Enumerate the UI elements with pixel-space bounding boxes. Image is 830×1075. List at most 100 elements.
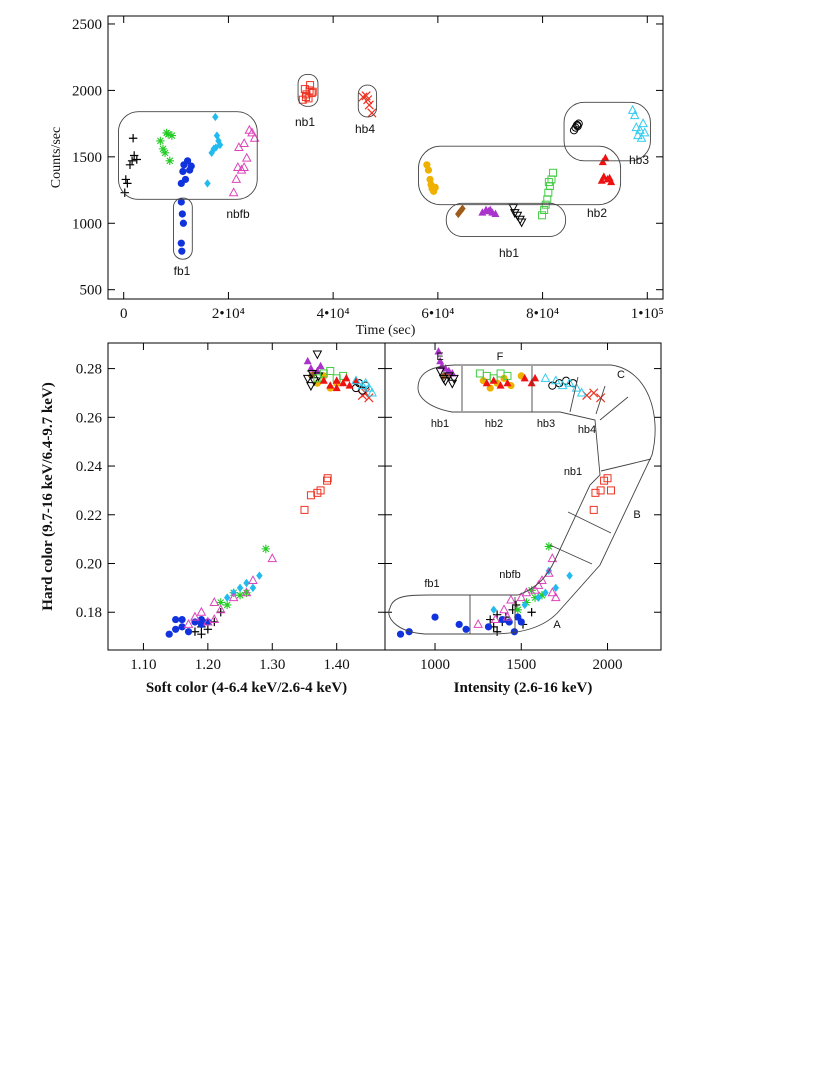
color-color-data-point [191, 618, 199, 626]
color-color-data-point [216, 598, 225, 607]
panel-lightcurve: 0 2•10⁴ 4•10⁴ 6•10⁴ 8•10⁴ 1•10⁵ 500 1000 1500 200… [49, 15, 664, 338]
lightcurve-frame [107, 15, 664, 300]
lightcurve-data-point [183, 157, 192, 165]
lightcurve-data-point [127, 156, 137, 166]
lightcurve-data-point [516, 218, 527, 228]
hardness-intensity-data-point [540, 372, 551, 382]
lightcurve-data-point [216, 140, 224, 150]
hardness-intensity-data-point [484, 623, 493, 631]
color-color-data-point [367, 387, 377, 397]
lightcurve-data-point [301, 93, 310, 102]
region-box-hb2 [418, 145, 622, 206]
color-color-data-point [302, 374, 313, 384]
color-color-data-point [209, 597, 220, 606]
lightcurve-data-point [627, 104, 638, 114]
hardness-intensity-series-s11 [435, 367, 459, 389]
color-color-data-point [256, 571, 263, 580]
lightcurve-x-tick-label: 1•10⁵ [631, 306, 664, 322]
lightcurve-data-point [544, 178, 553, 187]
color-color-y-axis-label: Hard color (9.7-16 keV/6.4-9.7 keV) [40, 382, 56, 610]
z-track-divider [595, 385, 606, 415]
hardness-intensity-data-point [510, 628, 518, 636]
panel-color-color: 1.10 1.20 1.30 1.40 0.18 0.20 0.22 0.24 0.26 0.28… [40, 342, 386, 696]
color-color-data-point [345, 381, 354, 389]
color-color-data-point [190, 627, 200, 636]
lightcurve-data-point [424, 166, 433, 174]
lightcurve-x-tick-label: 2•10⁴ [212, 306, 245, 322]
lightcurve-data-point [179, 219, 187, 227]
hardness-intensity-data-point [589, 388, 599, 398]
lightcurve-data-point [158, 144, 168, 154]
lightcurve-y-tick-label: 1000 [72, 216, 102, 232]
color-color-x-tick-label: 1.10 [130, 657, 156, 673]
color-color-data-point [332, 383, 341, 392]
color-color-data-point [326, 381, 335, 389]
color-color-data-point [236, 583, 244, 593]
hardness-intensity-data-point [502, 611, 513, 621]
color-color-data-point [326, 367, 335, 376]
lightcurve-y-axis-label: Counts/sec [49, 127, 64, 188]
hardness-intensity-frame [384, 342, 662, 651]
lightcurve-series-s10 [478, 205, 500, 217]
lightcurve-data-point [178, 247, 186, 255]
lightcurve-data-point [178, 210, 186, 218]
hardness-intensity-data-point [603, 474, 612, 483]
color-color-x-tick-label: 1.20 [195, 657, 221, 673]
region-label-nb1: nb1 [295, 115, 315, 129]
color-color-y-tick-label: 0.26 [76, 410, 103, 426]
color-color-data-point [235, 590, 245, 600]
lightcurve-data-point [181, 175, 190, 184]
region-box-nbfb [118, 111, 258, 200]
color-color-data-point [323, 476, 332, 485]
hardness-intensity-data-point [486, 384, 494, 392]
region-label-hb3: hb3 [629, 153, 649, 167]
region-label-hb4: hb4 [355, 122, 375, 136]
lightcurve-data-point [478, 208, 487, 216]
color-color-data-point [342, 373, 351, 382]
hardness-intensity-data-point [550, 592, 561, 602]
lightcurve-data-point [486, 205, 495, 213]
color-color-series-s14 [319, 373, 361, 392]
hardness-intensity-data-point [547, 587, 558, 597]
lightcurve-x-axis-label: Time (sec) [356, 323, 416, 338]
color-color-y-tick-label: 0.20 [76, 557, 102, 573]
lightcurve-series-s11 [508, 203, 527, 228]
lightcurve-data-point [455, 209, 462, 219]
lightcurve-series-s9 [455, 204, 466, 219]
hardness-intensity-series-s7 [582, 388, 606, 403]
color-color-series-s1 [190, 608, 225, 639]
z-track-label-hb3: hb3 [537, 418, 555, 430]
lightcurve-x-tick-label: 4•10⁴ [317, 306, 350, 322]
lightcurve-data-point [204, 179, 211, 188]
color-color-series-s6 [300, 474, 332, 514]
z-track-label-hb4: hb4 [578, 424, 596, 436]
lightcurve-data-point [598, 157, 607, 166]
lightcurve-data-point [123, 179, 132, 188]
hardness-intensity-series-s6 [589, 474, 615, 514]
color-color-data-point [183, 618, 194, 628]
hardness-intensity-data-point [489, 376, 498, 384]
color-color-data-point [339, 378, 348, 387]
color-color-data-point [364, 393, 374, 403]
hardness-intensity-series-s4 [490, 566, 573, 614]
hardness-intensity-data-point [431, 613, 439, 621]
z-track-label-C: C [617, 369, 625, 381]
z-track-label-B: B [633, 509, 640, 521]
hardness-intensity-data-point [490, 605, 497, 614]
z-track-divider [569, 376, 579, 413]
lightcurve-data-point [247, 127, 257, 137]
color-color-data-point [319, 376, 328, 384]
lightcurve-x-tick-label: 0 [120, 306, 128, 322]
hardness-intensity-data-point [591, 488, 600, 497]
hardness-intensity-data-point [498, 615, 506, 624]
color-color-y-tick-label: 0.28 [76, 362, 102, 378]
color-color-data-point [316, 361, 325, 370]
color-color-data-point [352, 376, 361, 384]
lightcurve-data-point [363, 95, 373, 105]
region-box-hb4 [357, 84, 378, 118]
lightcurve-data-point [249, 132, 260, 142]
z-track-label-hb2: hb2 [485, 418, 503, 430]
lightcurve-data-point [179, 167, 187, 176]
color-color-data-point [300, 505, 309, 514]
color-color-x-tick-label: 1.30 [259, 657, 285, 673]
